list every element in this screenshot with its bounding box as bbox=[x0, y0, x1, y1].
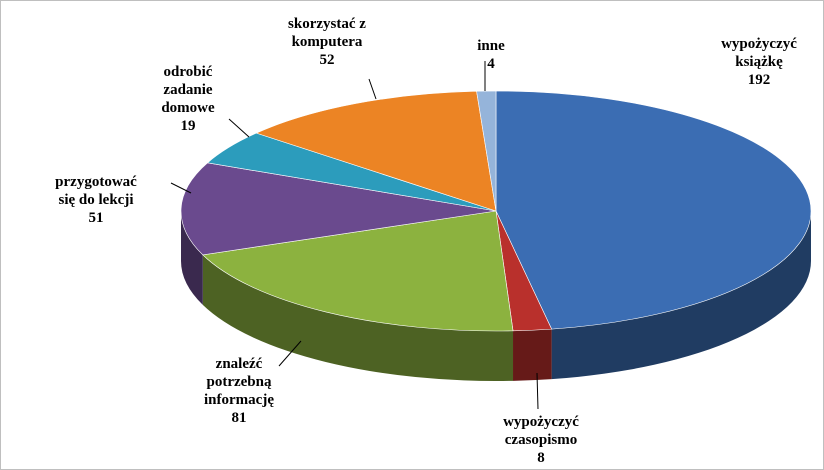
category-label: inne bbox=[477, 38, 505, 54]
value-label: 8 bbox=[537, 450, 545, 466]
slice-side bbox=[202, 254, 514, 381]
slice bbox=[255, 90, 497, 212]
category-label: wypożyczyć czasopismo bbox=[503, 414, 579, 448]
slice bbox=[202, 210, 514, 332]
value-label: 51 bbox=[88, 210, 104, 226]
category-label: wypożyczyć książkę bbox=[721, 36, 797, 70]
leader-line bbox=[368, 78, 377, 100]
data-label: znaleźć potrzebną informację 81 bbox=[204, 355, 274, 427]
data-label: przygotować się do lekcji 51 bbox=[55, 173, 137, 227]
leader-line bbox=[228, 118, 250, 138]
category-label: odrobić zadanie domowe bbox=[161, 64, 215, 116]
data-label: odrobić zadanie domowe 19 bbox=[161, 63, 214, 135]
slice-side bbox=[513, 329, 552, 381]
category-label: skorzystać z komputera bbox=[288, 16, 366, 50]
category-label: przygotować się do lekcji bbox=[55, 174, 137, 208]
data-label: inne 4 bbox=[477, 37, 505, 73]
category-label: znaleźć potrzebną informację bbox=[204, 356, 274, 408]
value-label: 19 bbox=[180, 118, 196, 134]
slice bbox=[476, 90, 497, 212]
data-label: skorzystać z komputera 52 bbox=[288, 15, 366, 69]
slice-side bbox=[181, 211, 203, 305]
value-label: 81 bbox=[231, 410, 247, 426]
value-label: 192 bbox=[747, 72, 771, 88]
slice-side bbox=[551, 211, 811, 380]
data-label: wypożyczyć książkę 192 bbox=[721, 35, 797, 89]
data-label: wypożyczyć czasopismo 8 bbox=[503, 413, 579, 467]
value-label: 52 bbox=[319, 52, 335, 68]
leader-line bbox=[536, 372, 539, 410]
slice bbox=[495, 90, 812, 330]
leader-line bbox=[170, 182, 192, 194]
slice bbox=[180, 162, 497, 256]
leader-line bbox=[278, 340, 302, 367]
value-label: 4 bbox=[487, 56, 495, 72]
